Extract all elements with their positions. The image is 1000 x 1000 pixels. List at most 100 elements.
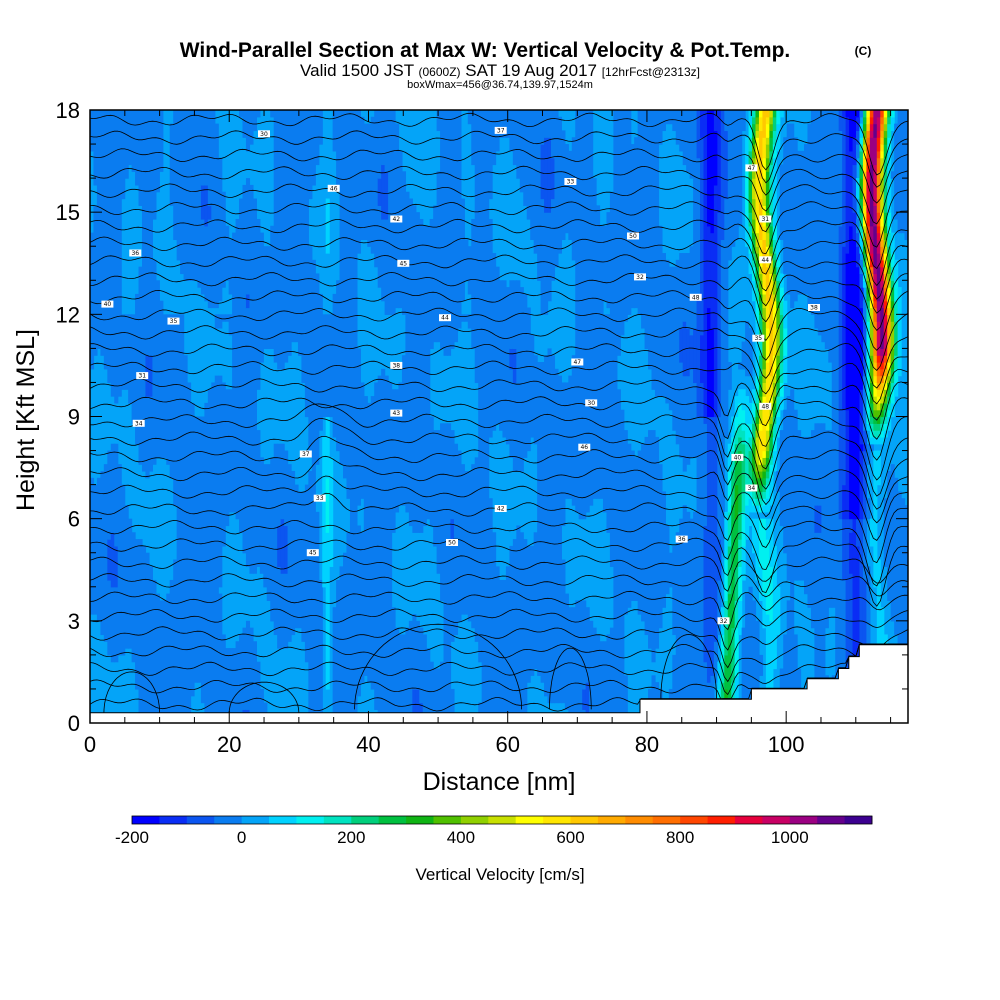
velocity-cell [661, 253, 666, 397]
velocity-cell [741, 491, 746, 513]
velocity-cell [606, 634, 611, 723]
velocity-cell [207, 110, 212, 206]
velocity-cell [436, 668, 441, 723]
velocity-cell [214, 314, 219, 329]
velocity-cell [648, 430, 653, 649]
velocity-cell [242, 110, 247, 138]
velocity-cell [544, 137, 549, 213]
velocity-cell [589, 620, 594, 723]
velocity-cell [301, 110, 306, 384]
velocity-cell [325, 314, 330, 418]
velocity-cell [890, 300, 895, 309]
velocity-cell [679, 327, 684, 363]
velocity-cell [758, 110, 764, 118]
velocity-cell [700, 137, 705, 336]
velocity-cell [256, 661, 261, 723]
velocity-cell [887, 150, 892, 213]
contour-label: 33 [567, 179, 575, 186]
velocity-cell [499, 280, 504, 431]
velocity-cell [765, 137, 770, 145]
velocity-cell [672, 545, 677, 636]
velocity-cell [883, 293, 888, 302]
velocity-cell [734, 518, 739, 567]
velocity-cell [727, 110, 732, 261]
velocity-cell [571, 607, 576, 723]
velocity-cell [412, 614, 417, 690]
velocity-cell [828, 430, 833, 608]
velocity-cell [876, 389, 881, 397]
contour-label: 32 [720, 618, 728, 625]
velocity-cell [720, 634, 725, 663]
velocity-cell [869, 307, 874, 322]
velocity-cell [772, 450, 777, 472]
velocity-cell [887, 362, 892, 370]
velocity-cell [159, 110, 164, 172]
velocity-cell [128, 518, 133, 649]
velocity-cell [873, 423, 878, 431]
velocity-cell [873, 409, 878, 418]
velocity-cell [772, 382, 777, 397]
velocity-cell [821, 423, 826, 723]
velocity-cell [356, 348, 361, 506]
velocity-cell [762, 457, 767, 465]
velocity-cell [762, 293, 767, 309]
velocity-cell [748, 110, 753, 125]
velocity-cell [883, 130, 888, 138]
velocity-cell [630, 450, 635, 601]
velocity-cell [769, 130, 774, 138]
theta-contour [90, 148, 908, 204]
velocity-cell [672, 110, 677, 132]
velocity-cell [755, 518, 760, 581]
velocity-cell [575, 600, 580, 723]
contour-label: 42 [497, 506, 505, 513]
velocity-cell [880, 402, 885, 411]
velocity-field [90, 110, 908, 723]
velocity-cell [804, 436, 809, 595]
velocity-cell [866, 110, 871, 118]
velocity-cell [765, 477, 770, 486]
velocity-cell [762, 382, 767, 397]
velocity-cell [450, 518, 455, 540]
velocity-cell [752, 389, 757, 404]
velocity-cell [752, 505, 757, 513]
velocity-cell [679, 253, 684, 329]
velocity-cell [873, 273, 878, 288]
colorbar-swatch [323, 816, 352, 824]
velocity-cell [765, 518, 770, 540]
velocity-cell [894, 321, 899, 356]
velocity-cell [252, 198, 257, 574]
velocity-cell [880, 246, 885, 254]
contour-label: 43 [392, 410, 400, 417]
velocity-cell [869, 116, 874, 125]
theta-contour [90, 555, 908, 592]
velocity-cell [876, 150, 881, 159]
velocity-cell [758, 430, 764, 458]
velocity-cell [869, 239, 874, 254]
velocity-cell [883, 280, 888, 288]
velocity-cell [460, 314, 465, 322]
velocity-cell [259, 688, 264, 723]
velocity-cell [114, 545, 119, 588]
x-axis: 0 20 40 60 80 100 [84, 110, 892, 757]
velocity-cell [869, 436, 874, 445]
velocity-cell [166, 314, 171, 465]
velocity-cell [873, 287, 878, 295]
velocity-cell [370, 396, 375, 690]
velocity-cell [360, 116, 365, 241]
velocity-cell [550, 355, 556, 704]
velocity-cell [793, 409, 798, 581]
velocity-cell [304, 110, 309, 418]
contour-label: 36 [678, 536, 686, 543]
velocity-cell [769, 518, 774, 567]
velocity-cell [852, 239, 857, 520]
velocity-cell [883, 225, 888, 234]
velocity-cell [585, 110, 590, 513]
y-axis-label: Height [Kft MSL] [12, 329, 40, 511]
velocity-cell [249, 184, 254, 574]
velocity-cell [752, 518, 757, 554]
velocity-cell [377, 205, 382, 288]
velocity-cell [291, 470, 296, 636]
velocity-cell [554, 368, 559, 704]
velocity-cell [668, 552, 673, 588]
